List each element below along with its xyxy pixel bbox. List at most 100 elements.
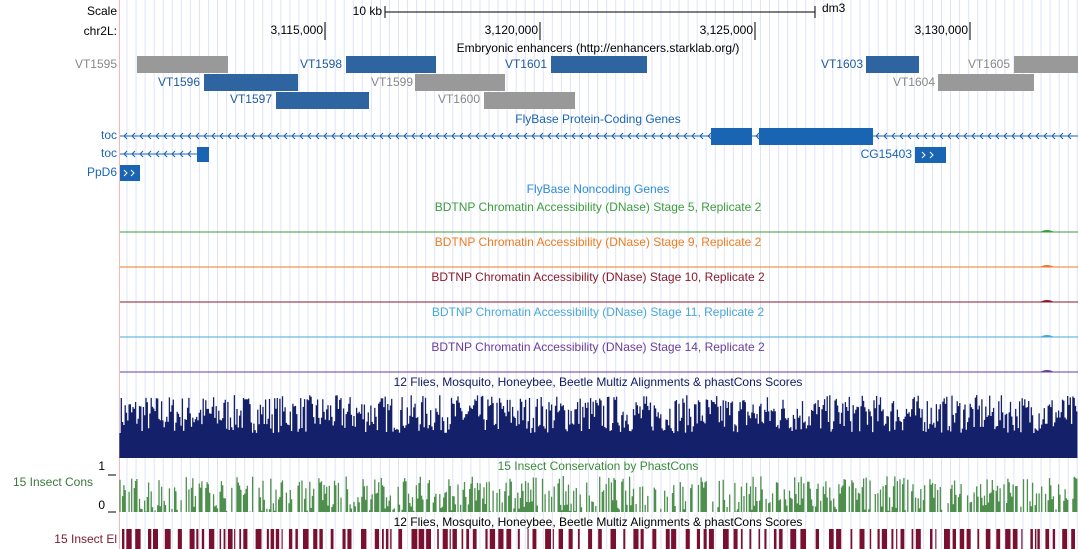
strand-arrow bbox=[483, 132, 488, 140]
element bbox=[764, 529, 767, 549]
enhancer-block bbox=[866, 56, 919, 73]
element bbox=[740, 529, 743, 549]
strand-arrow bbox=[419, 132, 424, 140]
strand-arrow bbox=[123, 150, 128, 158]
strand-arrow bbox=[195, 132, 200, 140]
strand-arrow bbox=[451, 132, 456, 140]
strand-arrow bbox=[619, 132, 624, 140]
element bbox=[588, 529, 593, 549]
track-title: BDTNP Chromatin Accessibility (DNase) St… bbox=[435, 200, 762, 214]
element bbox=[135, 529, 141, 549]
strand-arrow bbox=[123, 132, 128, 140]
element bbox=[891, 529, 894, 549]
strand-arrow bbox=[163, 132, 168, 140]
element bbox=[1037, 529, 1040, 549]
element bbox=[449, 529, 451, 549]
label: 12 Flies, Mosquito, Honeybee, Beetle Mul… bbox=[394, 375, 803, 389]
enhancer-block bbox=[415, 74, 505, 91]
element bbox=[1012, 529, 1018, 549]
element bbox=[437, 529, 439, 549]
element bbox=[815, 529, 819, 549]
element bbox=[255, 529, 262, 549]
strand-arrow bbox=[651, 132, 656, 140]
element bbox=[330, 529, 334, 549]
strand-arrow bbox=[891, 132, 896, 140]
element bbox=[708, 529, 714, 549]
strand-arrow bbox=[875, 132, 880, 140]
element bbox=[461, 529, 464, 549]
element bbox=[209, 529, 215, 549]
element bbox=[148, 529, 152, 549]
strand-arrow bbox=[515, 132, 520, 140]
enhancer-block bbox=[276, 92, 369, 109]
signal-peak bbox=[1040, 370, 1054, 372]
element bbox=[610, 529, 616, 549]
strand-arrow bbox=[323, 132, 328, 140]
strand-arrow bbox=[307, 132, 312, 140]
strand-arrow bbox=[971, 132, 976, 140]
strand-arrow bbox=[443, 132, 448, 140]
enhancer-label: VT1603 bbox=[821, 57, 863, 71]
element bbox=[234, 529, 236, 549]
label: 12 Flies, Mosquito, Honeybee, Beetle Mul… bbox=[394, 515, 803, 529]
strand-arrow bbox=[243, 132, 248, 140]
element bbox=[790, 529, 797, 549]
element bbox=[411, 529, 418, 549]
strand-arrow bbox=[171, 132, 176, 140]
strand-arrow bbox=[379, 132, 384, 140]
label: Scale bbox=[87, 4, 117, 18]
strand-arrow bbox=[155, 150, 160, 158]
element bbox=[164, 529, 171, 549]
strand-arrow bbox=[1043, 132, 1048, 140]
element bbox=[466, 529, 470, 549]
strand-arrow bbox=[467, 132, 472, 140]
strand-arrow bbox=[923, 132, 928, 140]
element bbox=[418, 529, 425, 549]
element bbox=[985, 529, 991, 549]
strand-arrow bbox=[339, 132, 344, 140]
element bbox=[223, 529, 226, 549]
strand-arrow bbox=[987, 132, 992, 140]
label: 10 kb bbox=[353, 4, 383, 18]
element bbox=[665, 529, 670, 549]
strand-arrow bbox=[547, 132, 552, 140]
element bbox=[303, 529, 309, 549]
strand-arrow bbox=[931, 132, 936, 140]
strand-arrow bbox=[921, 151, 926, 159]
element bbox=[723, 529, 729, 549]
enhancer-block bbox=[551, 56, 647, 73]
strand-arrow bbox=[643, 132, 648, 140]
strand-arrow bbox=[979, 132, 984, 140]
strand-arrow bbox=[699, 132, 704, 140]
label: 15 Insect El bbox=[54, 532, 117, 546]
strand-arrow bbox=[123, 169, 128, 177]
track-title: BDTNP Chromatin Accessibility (DNase) St… bbox=[431, 270, 765, 284]
strand-arrow bbox=[595, 132, 600, 140]
element bbox=[219, 529, 222, 549]
element bbox=[568, 529, 573, 549]
strand-arrow bbox=[603, 132, 608, 140]
element bbox=[623, 529, 626, 549]
element bbox=[952, 529, 956, 549]
strand-arrow bbox=[1059, 132, 1064, 140]
gene-label: CG15403 bbox=[861, 147, 913, 161]
strand-arrow bbox=[147, 150, 152, 158]
exon bbox=[759, 128, 873, 145]
strand-arrow bbox=[211, 132, 216, 140]
element bbox=[532, 529, 537, 549]
element bbox=[944, 529, 950, 549]
strand-arrow bbox=[131, 150, 136, 158]
strand-arrow bbox=[147, 132, 152, 140]
strand-arrow bbox=[995, 132, 1000, 140]
element bbox=[506, 529, 512, 549]
strand-arrow bbox=[459, 132, 464, 140]
signal-peak bbox=[1040, 335, 1054, 337]
element bbox=[382, 529, 384, 549]
element bbox=[829, 529, 834, 549]
strand-arrow bbox=[929, 151, 934, 159]
element bbox=[319, 529, 323, 549]
strand-arrow bbox=[675, 132, 680, 140]
element bbox=[243, 529, 248, 549]
strand-arrow bbox=[179, 150, 184, 158]
strand-arrow bbox=[627, 132, 632, 140]
